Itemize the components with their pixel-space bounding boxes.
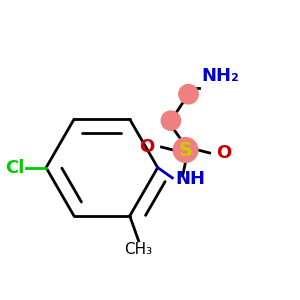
Text: O: O (140, 138, 155, 156)
Circle shape (173, 138, 198, 162)
Text: NH: NH (175, 170, 205, 188)
Circle shape (161, 111, 181, 130)
Text: S: S (178, 140, 193, 160)
Text: Cl: Cl (5, 159, 24, 177)
Text: CH₃: CH₃ (124, 242, 153, 257)
Text: O: O (216, 144, 232, 162)
Text: NH₂: NH₂ (202, 68, 240, 85)
Circle shape (179, 85, 198, 104)
